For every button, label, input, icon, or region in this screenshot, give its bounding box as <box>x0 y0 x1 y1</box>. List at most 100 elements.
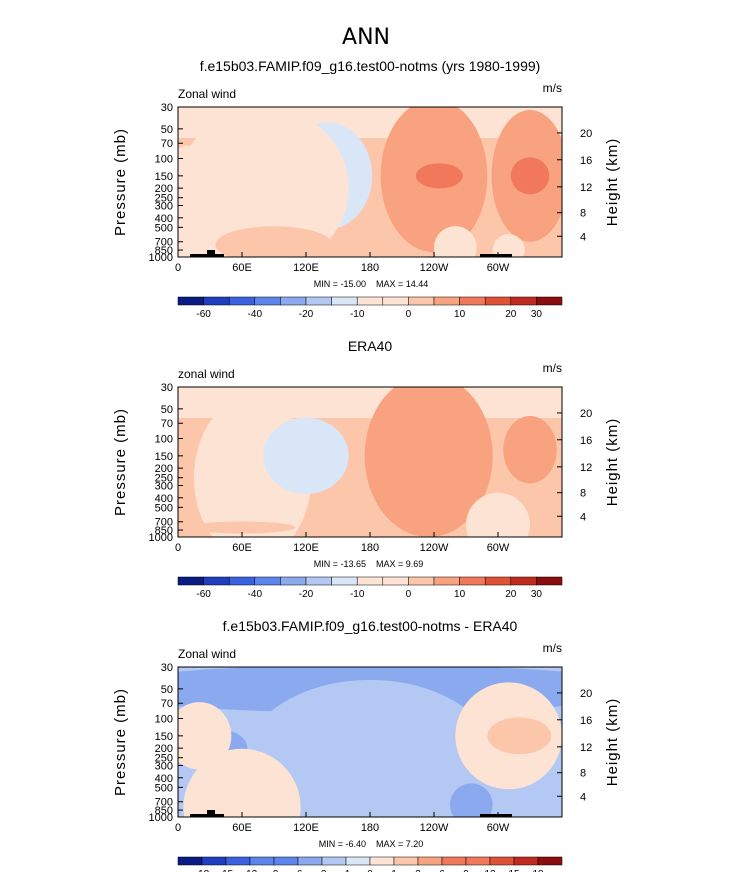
contour-region-10 <box>492 234 525 257</box>
contour-region-6 <box>188 521 296 534</box>
colorbar-tick-label: 20 <box>505 589 517 600</box>
colorbar-box <box>305 576 332 586</box>
colorbar-box <box>459 576 486 586</box>
y-tick-label: 700 <box>155 237 173 249</box>
colorbar-box <box>417 856 443 866</box>
colorbar-tick-label: 0 <box>406 589 412 600</box>
x-tick-label: 180 <box>361 822 379 834</box>
x-tick-label: 0 <box>175 542 181 554</box>
y-tick-label: 150 <box>155 731 173 743</box>
colorbar-tick-label: -12 <box>243 869 258 872</box>
colorbar-tick-label: 18 <box>532 869 544 872</box>
colorbar-box <box>536 576 563 586</box>
y2-axis-label: Height (km) <box>604 138 621 227</box>
y-tick-label: 200 <box>155 183 173 195</box>
colorbar-box <box>484 296 512 306</box>
contour-field <box>178 667 562 817</box>
variable-label: Zonal wind <box>178 87 236 101</box>
panel-3: f.e15b03.FAMIP.f09_g16.test00-notms - ER… <box>112 618 621 872</box>
min-label: MIN = -15.00 <box>314 279 366 289</box>
y-tick-label: 30 <box>161 102 173 114</box>
contour-region-9 <box>434 226 477 257</box>
x-tick-label: 60E <box>232 822 252 834</box>
y-tick-label: 50 <box>161 684 173 696</box>
colorbar-box <box>305 296 332 306</box>
topography <box>480 814 512 817</box>
colorbar-box <box>459 296 486 306</box>
colorbar-box <box>297 856 323 866</box>
min-label: MIN = -13.65 <box>314 559 366 569</box>
contour-region-8 <box>183 748 301 817</box>
contour-region-2 <box>242 679 498 817</box>
colorbar-box <box>249 856 275 866</box>
colorbar-tick-label: -10 <box>350 309 365 320</box>
y-tick-label: 30 <box>161 382 173 394</box>
y-tick-label: 850 <box>155 525 173 537</box>
colorbar-box <box>441 856 467 866</box>
y2-tick-label: 20 <box>580 688 592 700</box>
contour-region-4 <box>503 415 557 484</box>
y2-tick-label: 8 <box>580 768 586 780</box>
y-tick-label: 250 <box>155 193 173 205</box>
x-tick-label: 120E <box>293 822 319 834</box>
panel-title: ERA40 <box>348 338 393 354</box>
y-tick-label: 300 <box>155 200 173 212</box>
x-tick-label: 0 <box>175 262 181 274</box>
y-tick-label: 400 <box>155 213 173 225</box>
colorbar-box <box>393 856 419 866</box>
y-tick-label: 700 <box>155 517 173 529</box>
colorbar-box <box>225 856 251 866</box>
colorbar-tick-label: 0 <box>406 309 412 320</box>
y-tick-label: 500 <box>155 502 173 514</box>
colorbar-box <box>369 856 395 866</box>
colorbar-tick-label: 10 <box>454 589 466 600</box>
colorbar-box <box>273 856 299 866</box>
topography-peak <box>207 250 215 254</box>
y2-tick-label: 16 <box>580 715 592 727</box>
colorbar-box <box>228 296 256 306</box>
x-tick-label: 60W <box>487 822 510 834</box>
y-tick-label: 200 <box>155 743 173 755</box>
y-tick-label: 1000 <box>149 812 173 824</box>
max-label: MAX = 7.20 <box>376 839 423 849</box>
colorbar-box <box>203 296 230 306</box>
colorbar-tick-label: 20 <box>505 309 517 320</box>
y-tick-label: 500 <box>155 782 173 794</box>
y2-tick-label: 4 <box>580 231 586 243</box>
colorbar-box <box>356 296 384 306</box>
topography <box>480 254 512 257</box>
y-tick-label: 150 <box>155 171 173 183</box>
colorbar-box <box>254 576 281 586</box>
colorbar-box <box>513 856 539 866</box>
colorbar-box <box>489 856 515 866</box>
colorbar-tick-label: 30 <box>531 309 543 320</box>
colorbar-box <box>280 576 307 586</box>
colorbar-box <box>433 296 460 306</box>
y-tick-label: 850 <box>155 245 173 257</box>
y-tick-label: 100 <box>155 154 173 166</box>
panel-2: ERA40 zonal wind m/s 0 60E 120E 180 120W 60W 30 50… <box>112 338 621 600</box>
panel-title: f.e15b03.FAMIP.f09_g16.test00-notms - ER… <box>223 618 518 634</box>
y2-axis-label: Height (km) <box>604 418 621 507</box>
y2-tick-label: 12 <box>580 462 592 474</box>
colorbar-tick-label: -1 <box>342 869 351 872</box>
colorbar-box <box>331 296 358 306</box>
colorbar-box <box>345 856 371 866</box>
x-tick-label: 180 <box>361 542 379 554</box>
y-tick-label: 850 <box>155 805 173 817</box>
x-tick-label: 120W <box>420 822 449 834</box>
x-tick-label: 60W <box>487 262 510 274</box>
units-label: m/s <box>543 641 562 655</box>
colorbar-box <box>510 296 537 306</box>
colorbar-tick-label: 9 <box>463 869 469 872</box>
colorbar-tick-label: 6 <box>439 869 445 872</box>
colorbar-box <box>356 576 384 586</box>
y-tick-label: 300 <box>155 760 173 772</box>
colorbar-box <box>177 576 204 586</box>
colorbar-box <box>536 296 563 306</box>
x-tick-label: 180 <box>361 262 379 274</box>
y-tick-label: 300 <box>155 480 173 492</box>
y-axis-label: Pressure (mb) <box>112 688 129 796</box>
contour-region-2 <box>263 417 349 495</box>
